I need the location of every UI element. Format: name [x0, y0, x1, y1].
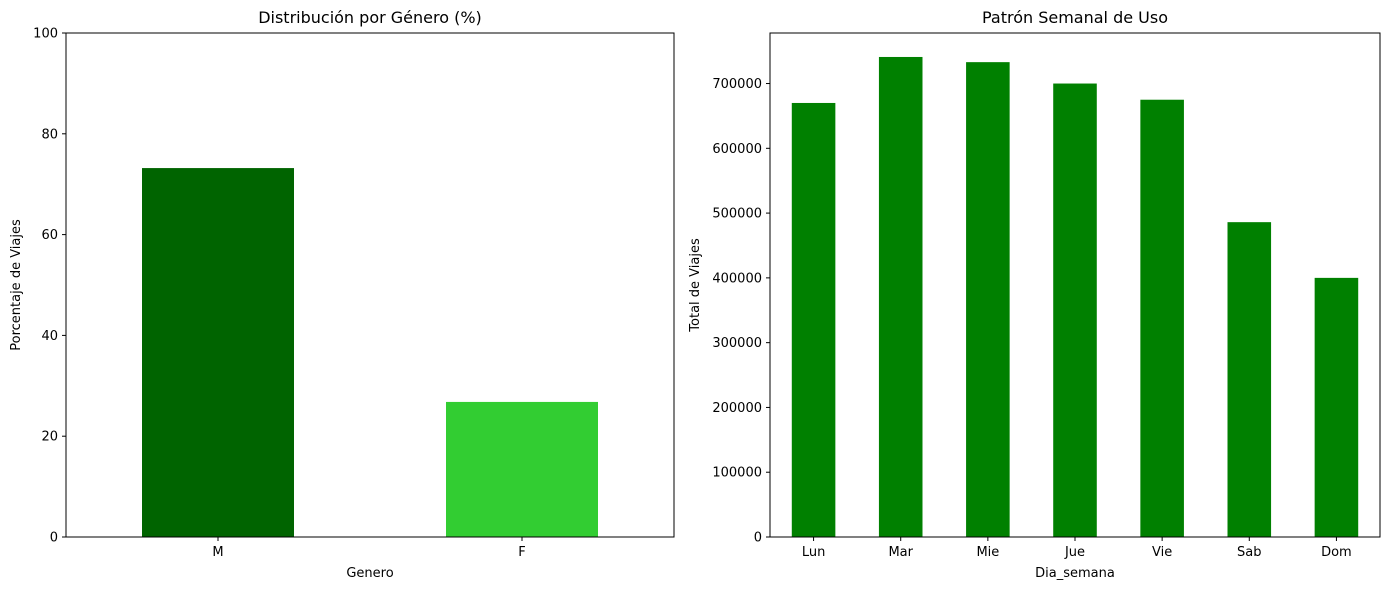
gender-distribution-chart: Distribución por Género (%) Genero Porce…	[9, 8, 675, 581]
x-tick-label: F	[518, 545, 525, 560]
y-tick-label: 0	[754, 531, 762, 546]
weekly-usage-chart: Patrón Semanal de Uso Dia_semana Total d…	[688, 8, 1381, 581]
y-tick-label: 300000	[712, 336, 762, 351]
chart-title: Distribución por Género (%)	[258, 8, 482, 27]
axes-frame	[769, 32, 1381, 538]
bar-sab	[1227, 222, 1272, 537]
bar-mie	[966, 62, 1010, 537]
chart-title: Patrón Semanal de Uso	[982, 8, 1168, 27]
y-tick-label: 400000	[712, 271, 762, 286]
y-tick-label: 200000	[712, 401, 762, 416]
x-tick-label: Lun	[802, 545, 826, 560]
x-tick-label: Mar	[888, 545, 913, 560]
y-tick-label: 60	[41, 228, 58, 243]
x-tick-label: M	[212, 545, 223, 560]
y-tick-label: 20	[41, 430, 58, 445]
y-tick-label: 500000	[712, 207, 762, 222]
x-axis-label: Genero	[346, 566, 393, 581]
x-tick-label: Jue	[1064, 545, 1085, 560]
y-tick-label: 100	[33, 27, 58, 42]
bar-vie	[1140, 99, 1184, 537]
x-tick-label: Sab	[1237, 545, 1261, 560]
bar-jue	[1053, 83, 1097, 537]
x-tick-label: Dom	[1321, 545, 1352, 560]
x-tick-label: Vie	[1152, 545, 1172, 560]
y-axis-label: Porcentaje de Viajes	[9, 219, 24, 351]
y-tick-label: 100000	[712, 466, 762, 481]
y-axis-label: Total de Viajes	[688, 238, 703, 333]
y-tick-label: 0	[50, 531, 58, 546]
y-tick-label: 80	[41, 127, 58, 142]
y-tick-label: 700000	[712, 77, 762, 92]
y-tick-label: 40	[41, 329, 58, 344]
bar-lun	[791, 102, 836, 537]
axes-frame	[65, 32, 675, 538]
x-tick-label: Mie	[976, 545, 999, 560]
bar-mar	[878, 56, 923, 538]
bar-f	[446, 401, 598, 537]
x-axis-label: Dia_semana	[1035, 566, 1115, 581]
bar-m	[142, 168, 294, 537]
bar-dom	[1314, 277, 1359, 537]
y-tick-label: 600000	[712, 142, 762, 157]
